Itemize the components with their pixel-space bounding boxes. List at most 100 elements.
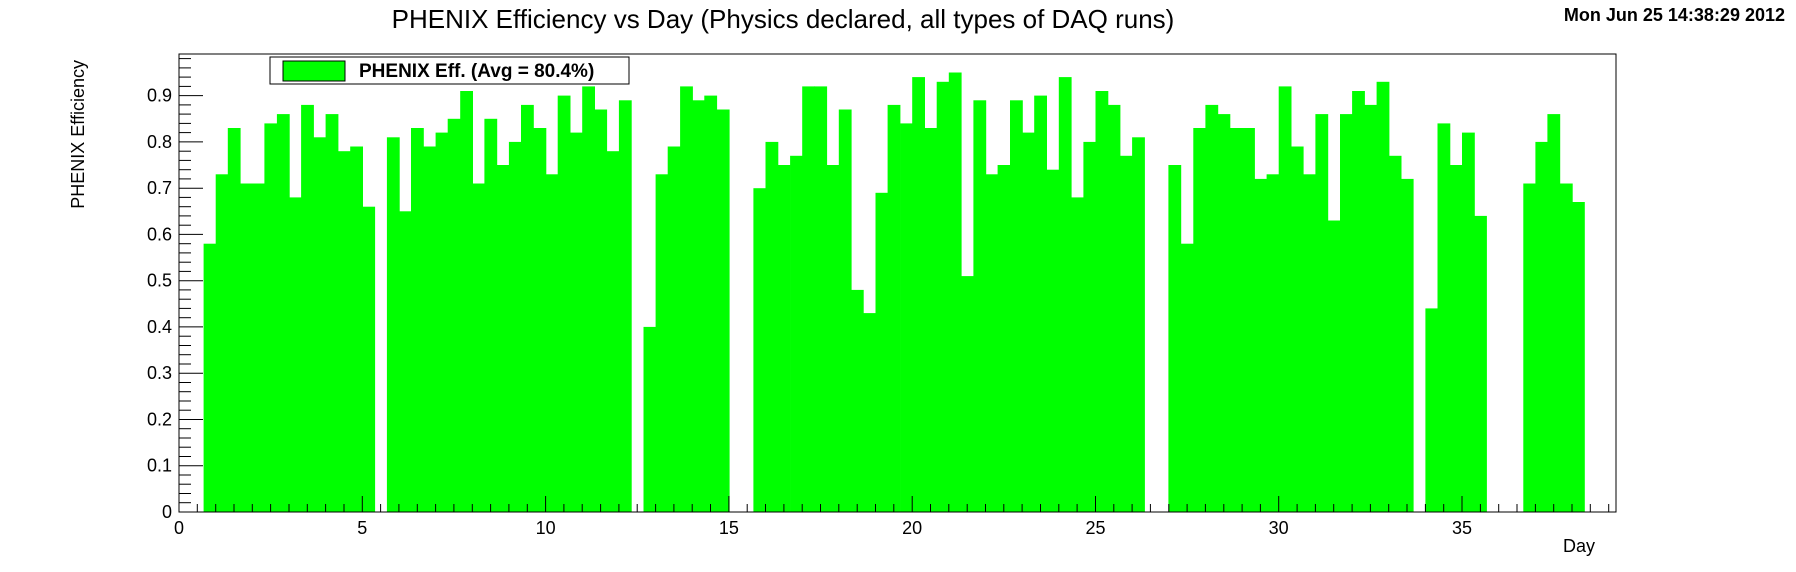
- bar: [912, 77, 925, 512]
- bar: [1559, 183, 1573, 512]
- bar: [973, 100, 987, 513]
- bar: [447, 118, 461, 513]
- bar: [1070, 197, 1084, 512]
- bar: [1523, 183, 1537, 512]
- bar: [997, 165, 1011, 512]
- bar: [643, 326, 657, 512]
- x-tick-label: 10: [536, 518, 556, 538]
- bar: [1388, 155, 1402, 513]
- bar: [325, 114, 339, 512]
- x-tick-label: 15: [719, 518, 739, 538]
- bar: [533, 128, 547, 512]
- bar: [1083, 141, 1097, 512]
- bar: [1449, 165, 1463, 512]
- y-tick-label: 0.1: [147, 456, 172, 476]
- bar: [570, 132, 583, 512]
- bar: [985, 174, 999, 513]
- y-tick-label: 0.7: [147, 178, 172, 198]
- bar: [826, 165, 840, 512]
- bar: [814, 86, 828, 513]
- bar: [765, 141, 779, 512]
- bar: [496, 165, 510, 512]
- bar: [863, 313, 877, 512]
- bar: [484, 118, 498, 513]
- bar: [1095, 91, 1109, 512]
- bar: [948, 72, 962, 512]
- bar: [1572, 202, 1585, 512]
- bar: [240, 183, 253, 512]
- bar: [313, 137, 327, 513]
- bar: [1180, 243, 1194, 512]
- legend: PHENIX Eff. (Avg = 80.4%): [269, 56, 630, 85]
- bar: [1376, 81, 1390, 513]
- bar: [655, 174, 669, 513]
- bar: [460, 91, 473, 512]
- legend-label: PHENIX Eff. (Avg = 80.4%): [359, 61, 594, 82]
- bar: [1327, 220, 1341, 512]
- bar: [887, 104, 901, 513]
- bar: [960, 276, 974, 512]
- bar: [1547, 114, 1561, 512]
- bar: [1462, 132, 1475, 512]
- bar: [289, 197, 302, 512]
- x-tick-label: 5: [357, 518, 367, 538]
- x-tick-label: 20: [902, 518, 922, 538]
- bar: [1364, 104, 1377, 513]
- bar: [350, 146, 363, 512]
- bar: [508, 141, 522, 512]
- x-tick-label: 35: [1452, 518, 1472, 538]
- bar: [680, 86, 693, 513]
- bar: [790, 155, 803, 513]
- bar: [802, 86, 815, 513]
- bar: [276, 114, 290, 512]
- timestamp: Mon Jun 25 14:38:29 2012: [1564, 5, 1785, 25]
- bar: [1168, 165, 1182, 512]
- y-tick-label: 0.4: [147, 317, 172, 337]
- bar: [1022, 132, 1035, 512]
- bar: [850, 289, 864, 512]
- bar: [1120, 155, 1133, 513]
- bar: [582, 86, 595, 513]
- bar: [1278, 86, 1292, 513]
- bar: [557, 95, 571, 512]
- bar: [301, 104, 314, 513]
- bar: [1340, 114, 1353, 512]
- bar: [337, 151, 351, 512]
- y-tick-label: 0.3: [147, 363, 172, 383]
- y-tick-label: 0: [162, 502, 172, 522]
- x-tick-label: 25: [1085, 518, 1105, 538]
- x-tick-label: 30: [1269, 518, 1289, 538]
- bar: [753, 188, 767, 512]
- bar: [227, 128, 241, 512]
- bar-series: [203, 72, 1585, 513]
- bar: [1535, 141, 1549, 512]
- bar: [1217, 114, 1231, 512]
- x-axis: 0 5 10 15 20 25 30 35: [174, 496, 1610, 538]
- bar: [900, 123, 913, 513]
- bar: [1205, 104, 1219, 513]
- x-tick-label: 0: [174, 518, 184, 538]
- bar: [215, 174, 229, 513]
- bar: [875, 192, 889, 513]
- bar: [1230, 128, 1243, 512]
- plot-frame: [178, 53, 1617, 513]
- bar: [1046, 169, 1060, 512]
- bar: [716, 109, 730, 512]
- bar: [411, 128, 424, 512]
- y-tick-label: 0.8: [147, 132, 172, 152]
- bar: [838, 109, 852, 512]
- bar: [1400, 178, 1414, 512]
- bar: [1107, 104, 1121, 513]
- bar: [692, 100, 705, 513]
- legend-swatch: [282, 60, 346, 82]
- bar: [1425, 308, 1439, 512]
- bar: [252, 183, 266, 512]
- bar: [667, 146, 681, 512]
- bar: [1290, 146, 1304, 512]
- bar: [435, 132, 449, 512]
- bar: [924, 128, 938, 512]
- bar: [362, 206, 376, 512]
- bar: [545, 174, 559, 513]
- bar: [398, 211, 412, 513]
- x-axis-label: Day: [1563, 536, 1595, 556]
